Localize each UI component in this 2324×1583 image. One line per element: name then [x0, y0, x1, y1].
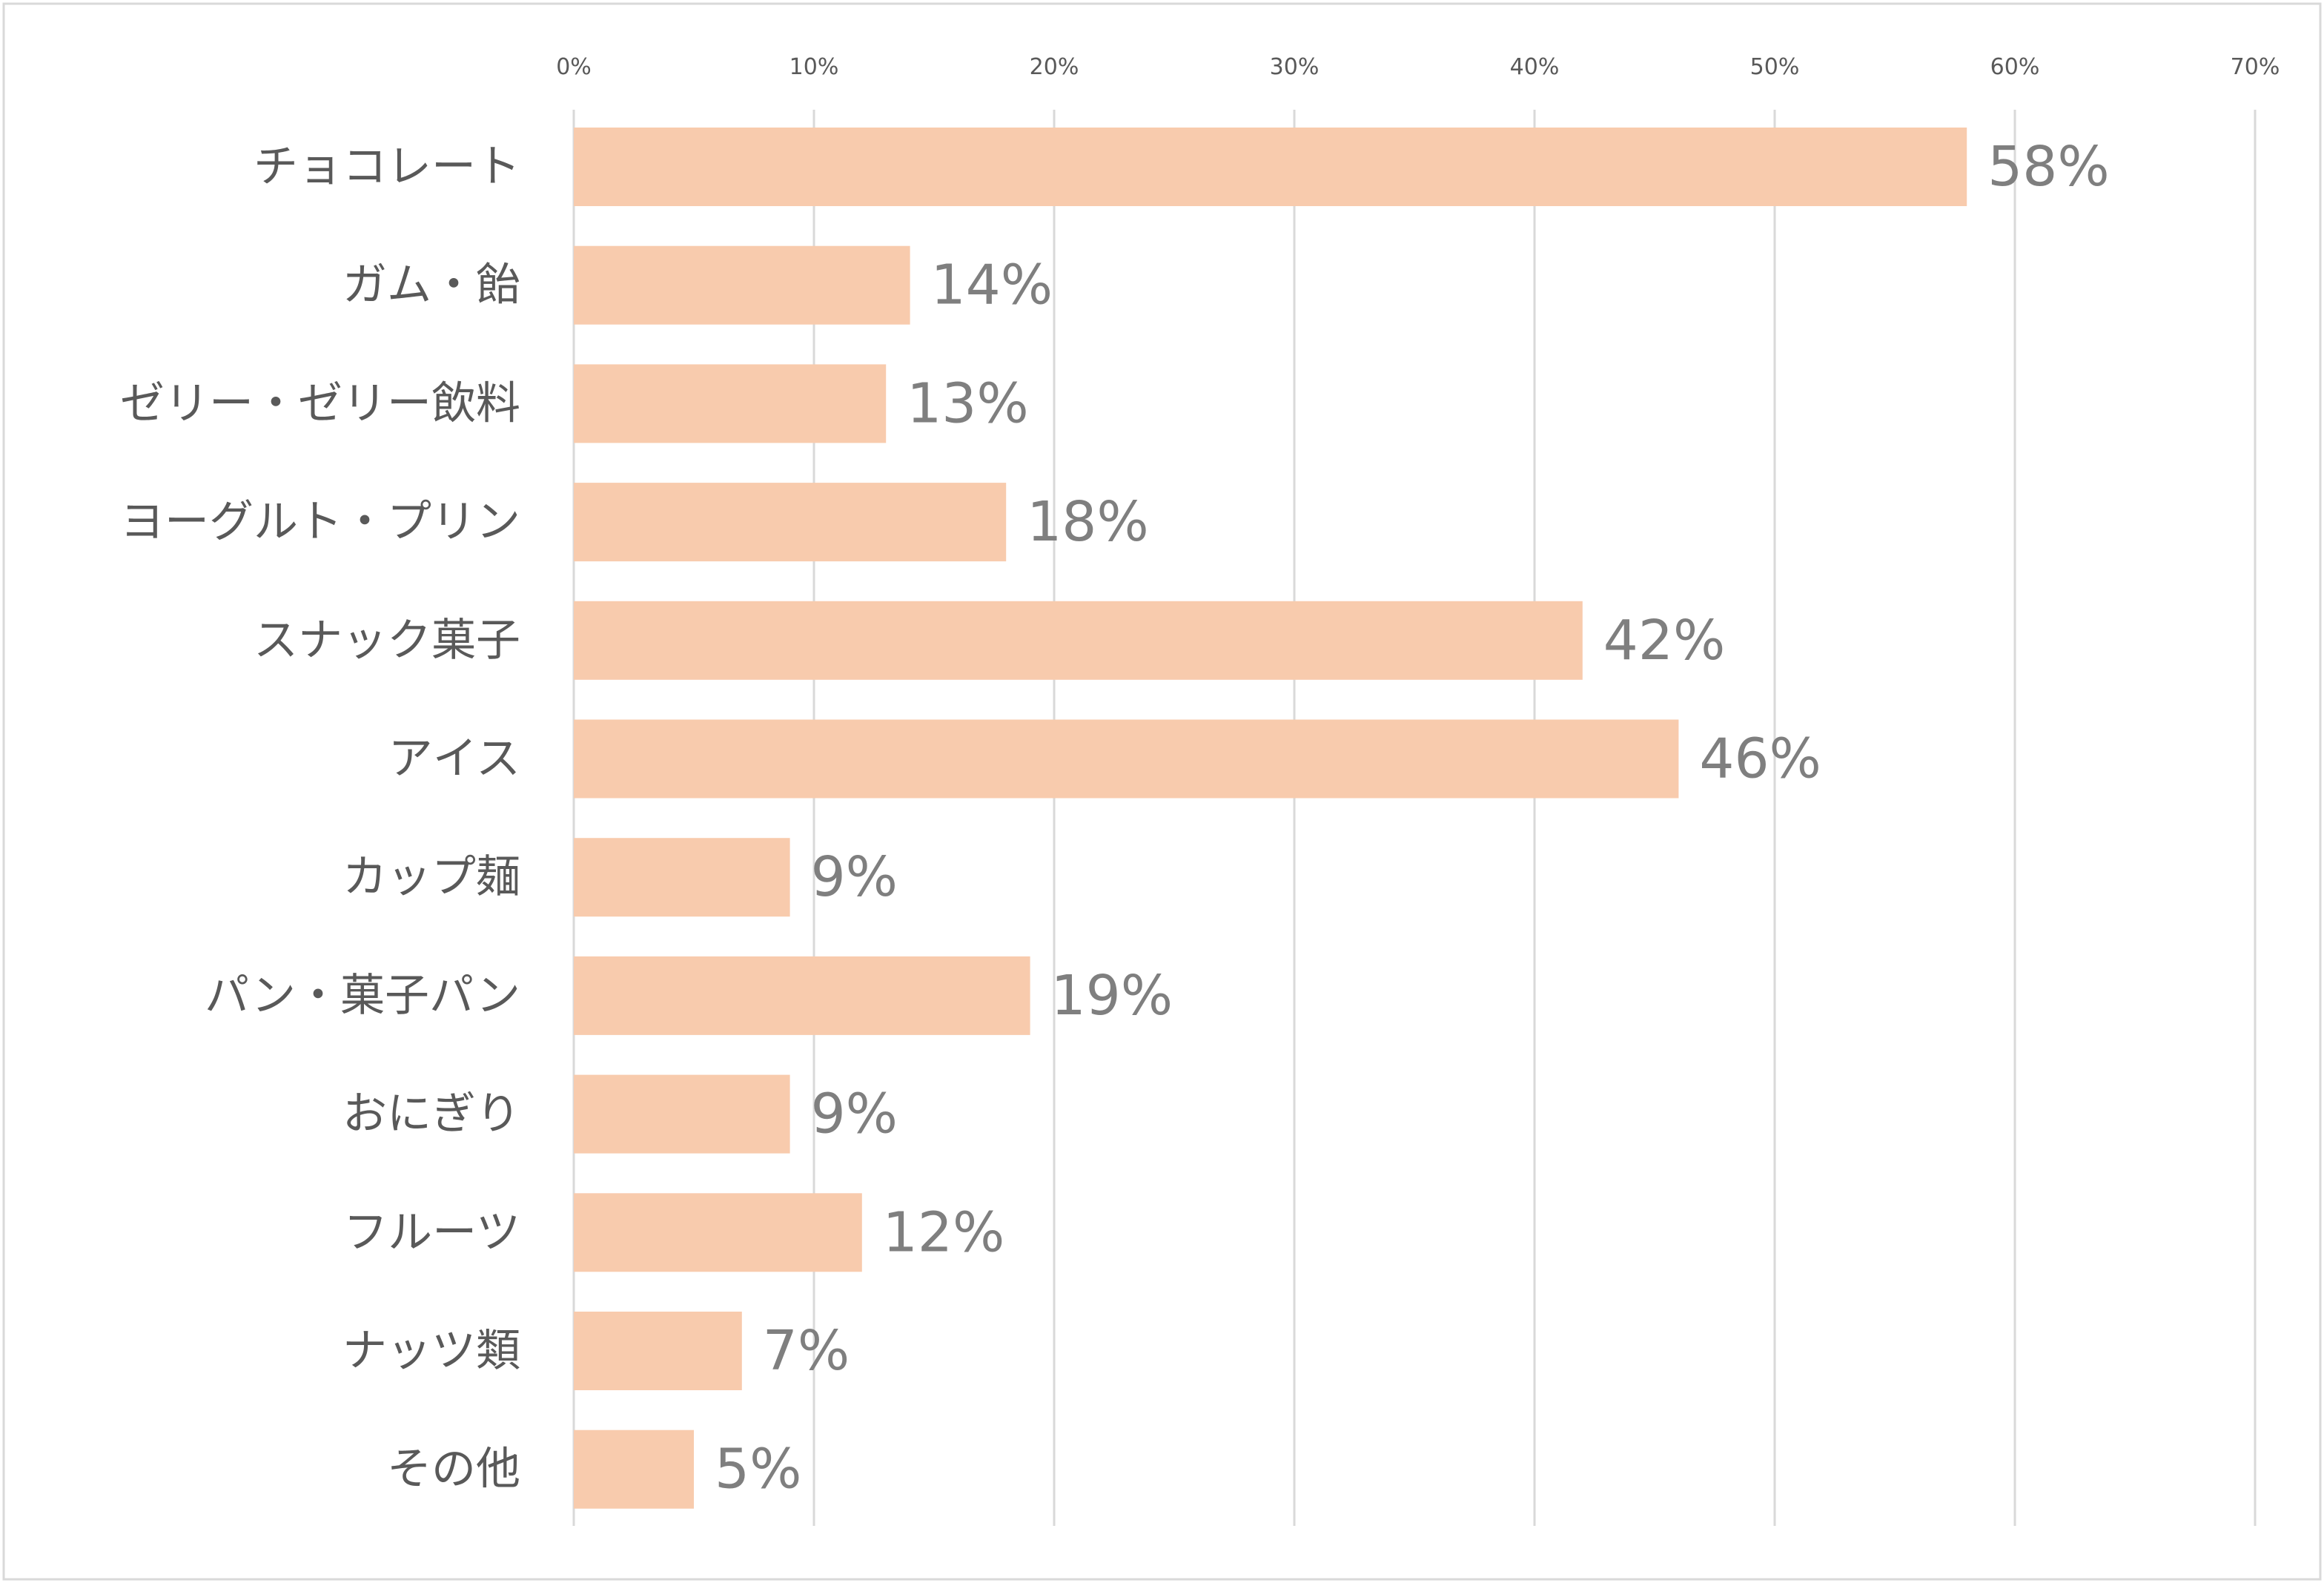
- bar: [574, 1074, 790, 1154]
- category-label: パン・菓子パン: [205, 970, 520, 1022]
- category-label: カップ麺: [342, 851, 520, 903]
- category-label: チョコレート: [254, 141, 520, 193]
- data-label: 9%: [811, 845, 898, 909]
- category-label: スナック菓子: [254, 615, 520, 667]
- category-label: アイス: [388, 733, 520, 785]
- x-tick-label: 0%: [556, 54, 592, 80]
- data-label: 58%: [1987, 135, 2109, 199]
- bar: [574, 601, 1583, 680]
- bar: [574, 245, 910, 325]
- category-label: おにぎり: [342, 1088, 520, 1140]
- bar: [574, 483, 1007, 562]
- category-labels: チョコレートガム・飴ゼリー・ゼリー飲料ヨーグルト・プリンスナック菓子アイスカップ…: [120, 141, 520, 1496]
- data-label: 18%: [1027, 490, 1148, 554]
- bar: [574, 364, 887, 443]
- category-label: ナッツ類: [342, 1325, 520, 1377]
- category-label: その他: [387, 1444, 520, 1496]
- x-tick-label: 40%: [1510, 54, 1560, 80]
- category-label: ヨーグルト・プリン: [120, 496, 520, 548]
- bar: [574, 956, 1030, 1035]
- data-label: 42%: [1603, 609, 1725, 672]
- bars: [574, 128, 1967, 1509]
- bar: [574, 838, 790, 917]
- data-label: 7%: [763, 1319, 850, 1383]
- x-tick-label: 50%: [1750, 54, 1800, 80]
- data-label: 46%: [1699, 727, 1821, 791]
- gridlines: [572, 110, 2257, 1526]
- x-tick-label: 10%: [789, 54, 839, 80]
- bar: [574, 1193, 862, 1272]
- data-label: 13%: [907, 371, 1028, 435]
- bar: [574, 719, 1679, 799]
- data-label: 9%: [811, 1083, 898, 1146]
- bar: [574, 1430, 694, 1509]
- category-label: フルーツ: [343, 1206, 520, 1258]
- x-tick-label: 30%: [1270, 54, 1320, 80]
- data-label: 5%: [715, 1438, 801, 1501]
- category-label: ガム・飴: [342, 260, 520, 311]
- data-label: 19%: [1051, 964, 1173, 1028]
- data-label: 12%: [883, 1200, 1004, 1264]
- data-label: 14%: [931, 254, 1053, 317]
- x-axis-ticks: 0% 10% 20% 30% 40% 50% 60% 70%: [556, 54, 2280, 80]
- x-tick-label: 20%: [1030, 54, 1079, 80]
- category-label: ゼリー・ゼリー飲料: [120, 377, 520, 429]
- bar: [574, 1312, 742, 1390]
- bar: [574, 128, 1967, 206]
- x-tick-label: 70%: [2231, 54, 2280, 80]
- x-tick-label: 60%: [1990, 54, 2040, 80]
- data-labels: 58% 14% 13% 18% 42% 46% 9% 19% 9% 12% 7% 5%: [715, 135, 2110, 1501]
